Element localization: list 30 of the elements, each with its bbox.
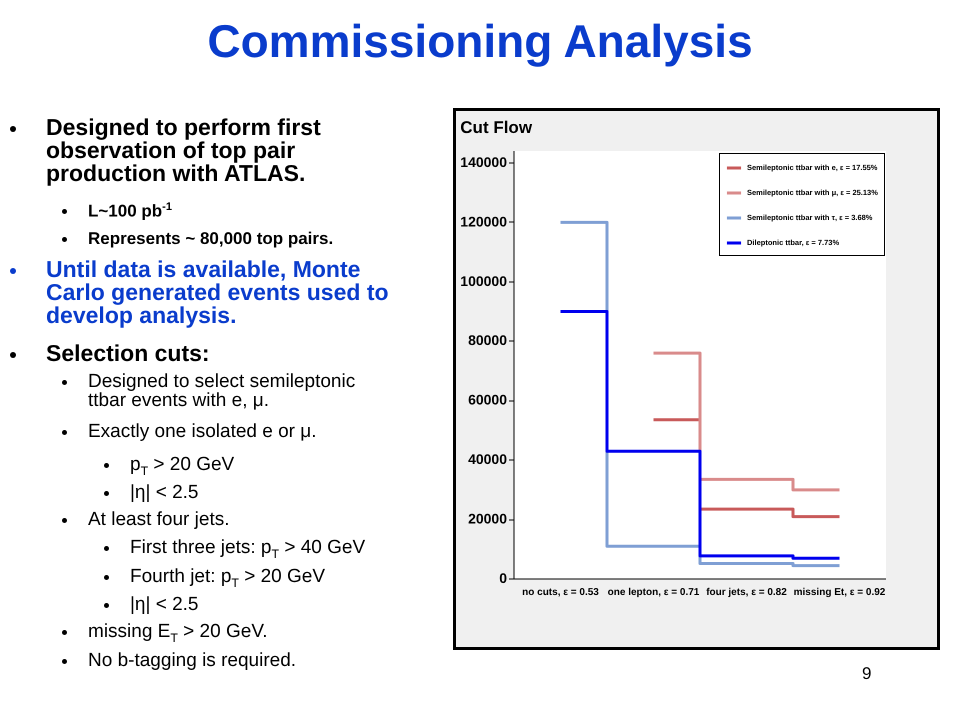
y-tick-label: 120000 (460, 213, 508, 230)
y-tick-label: 0 (499, 570, 508, 586)
text: |η| < 2.5 (130, 594, 200, 615)
x-tick-label: missing Et, ε = 0.92 (794, 587, 886, 598)
y-tick-label: 60000 (468, 392, 508, 408)
text: Until data is available, Monte Carlo generated events used to develop analysis. (46, 256, 390, 328)
y-tick-label: 20000 (468, 510, 508, 527)
text: 9 (862, 664, 872, 684)
text: Designed to perform first observation of top pair production with ATLAS. (46, 114, 322, 186)
text: Represents ~ 80,000 top pairs. (88, 229, 334, 248)
text: Fourth jet: p$_{T}$ > 20 GeV (130, 566, 326, 590)
x-tick-label: four jets, ε = 0.82 (706, 587, 788, 598)
y-tick-label: 80000 (468, 332, 508, 348)
text: First three jets: p$_{T}$ > 40 GeV (130, 537, 366, 561)
text: Exactly one isolated e or μ. (88, 421, 318, 442)
text: Designed to select semileptonic ttbar events with e, μ. (88, 371, 356, 411)
y-tick-label: 40000 (468, 451, 508, 468)
text: p$_{T}$ > 20 GeV (130, 454, 236, 478)
text: missing E$_{T}$ > 20 GeV. (88, 621, 269, 645)
text: Commissioning Analysis (206, 14, 754, 68)
text: No b-tagging is required. (88, 650, 298, 671)
y-tick-label: 100000 (460, 272, 508, 289)
text: Selection cuts: (46, 340, 211, 366)
text: |η| < 2.5 (130, 482, 200, 503)
x-tick-label: no cuts, ε = 0.53 (522, 587, 600, 598)
chart-title: Cut Flow (460, 118, 533, 137)
text: At least four jets. (88, 509, 231, 530)
text: L~100 pb$^{-1}$ (88, 201, 173, 221)
x-tick-label: one lepton, ε = 0.71 (608, 587, 700, 598)
y-tick-label: 140000 (460, 154, 508, 170)
